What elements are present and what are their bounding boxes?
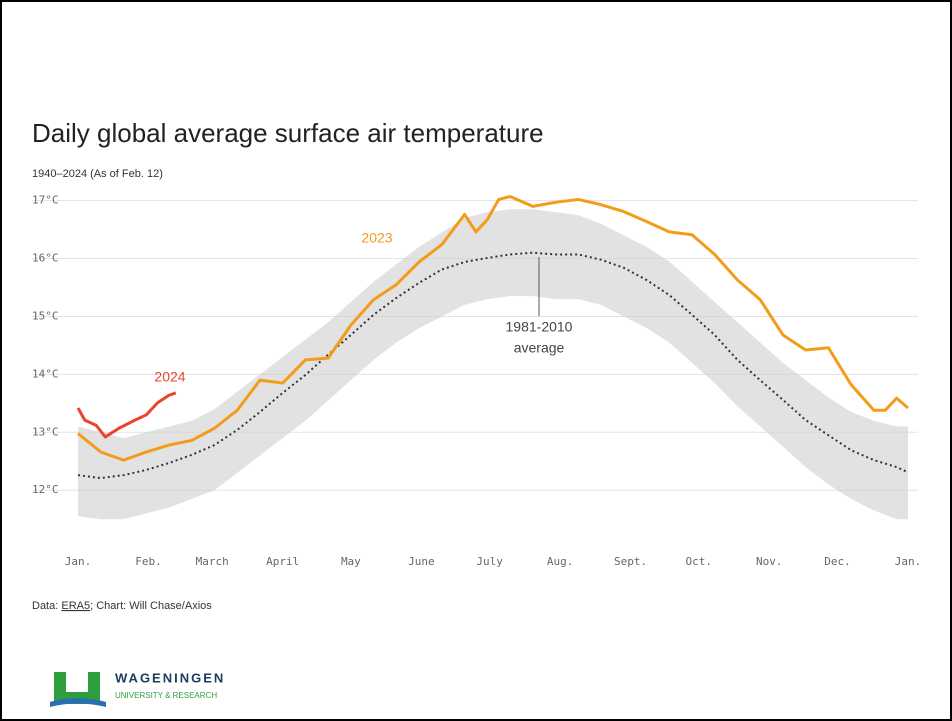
source: Data: ERA5; Chart: Will Chase/Axios: [32, 600, 212, 612]
series-label: 2023: [361, 230, 392, 246]
y-tick-label: 12°C: [32, 483, 59, 496]
series-line: [77, 251, 909, 480]
source-suffix: ; Chart: Will Chase/Axios: [90, 600, 212, 612]
x-tick-label: Nov.: [756, 555, 783, 568]
logo-name: WAGENINGEN: [115, 670, 225, 685]
x-tick-label: Oct.: [686, 555, 713, 568]
logo-tagline: UNIVERSITY & RESEARCH: [115, 691, 217, 700]
x-tick-label: July: [476, 555, 503, 568]
y-tick-label: 15°C: [32, 309, 59, 322]
annotation: average: [514, 340, 565, 356]
annotation: 1981-2010: [506, 319, 573, 335]
source-link[interactable]: ERA5: [61, 600, 90, 612]
x-tick-label: Dec.: [824, 555, 851, 568]
x-tick-label: Feb.: [135, 555, 162, 568]
source-prefix: Data:: [32, 600, 61, 612]
y-tick-label: 17°C: [32, 194, 59, 207]
series-line: [76, 391, 177, 439]
logo-wave: [50, 698, 106, 707]
chart-title: Daily global average surface air tempera…: [32, 118, 544, 148]
chart-subtitle: 1940–2024 (As of Feb. 12): [32, 168, 163, 180]
series-label: 2024: [154, 369, 185, 385]
x-tick-label: Sept.: [614, 555, 647, 568]
x-tick-label: Aug.: [547, 555, 574, 568]
x-tick-label: May: [341, 555, 361, 568]
x-tick-label: Jan.: [65, 555, 92, 568]
y-tick-label: 16°C: [32, 252, 59, 265]
series-line: [77, 195, 909, 462]
logo: WAGENINGEN UNIVERSITY & RESEARCH: [50, 670, 225, 707]
x-tick-label: March: [196, 555, 229, 568]
logo-mark-inner: [66, 672, 88, 692]
historical-range: [78, 209, 908, 520]
y-tick-label: 13°C: [32, 425, 59, 438]
x-tick-label: Jan.: [895, 555, 922, 568]
x-tick-label: April: [266, 555, 299, 568]
x-tick-label: June: [408, 555, 435, 568]
y-tick-label: 14°C: [32, 367, 59, 380]
